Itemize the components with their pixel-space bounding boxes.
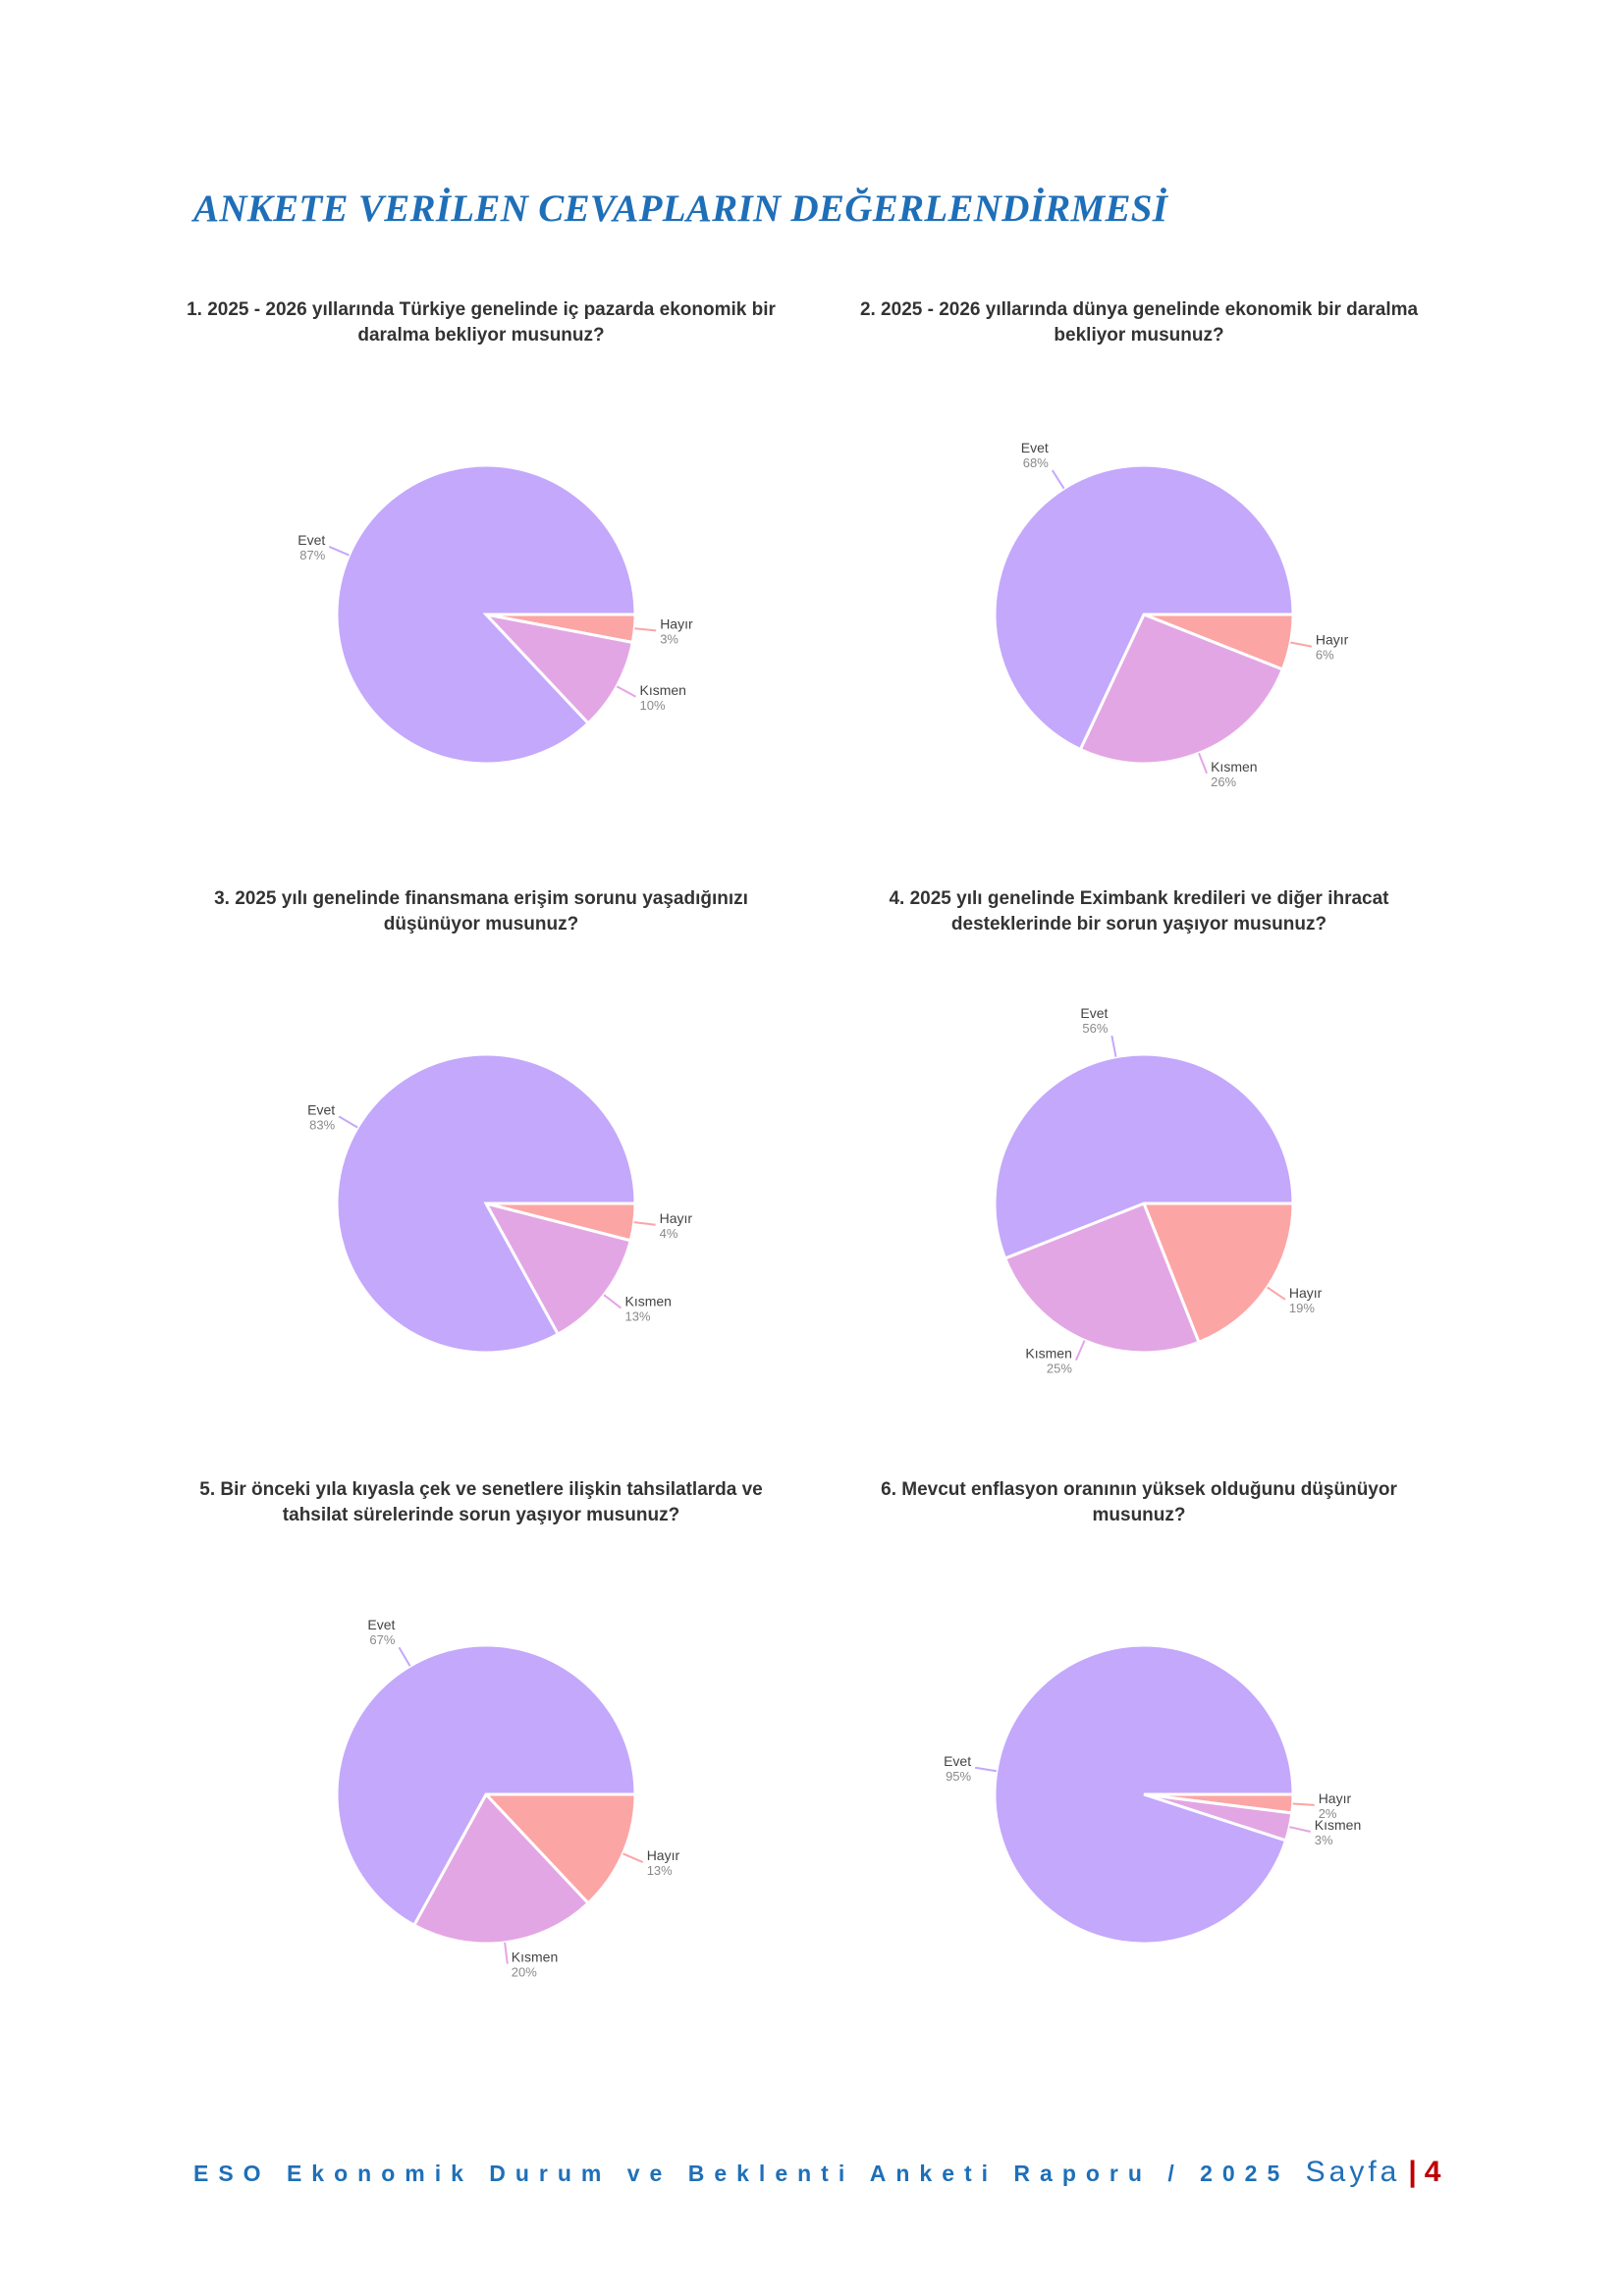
pie-chart-4: 4. 2025 yılı genelinde Eximbank krediler…	[825, 886, 1492, 1436]
pie-chart-5: 5. Bir önceki yıla kıyasla çek ve senetl…	[167, 1477, 835, 2027]
slice-percent-kismen: 26%	[1211, 774, 1236, 789]
leader-line-evet	[328, 545, 350, 557]
footer-page-label: Sayfa	[1305, 2156, 1401, 2188]
slice-label-evet: Evet	[1021, 440, 1049, 455]
leader-line-evet	[1051, 469, 1065, 490]
leader-line-hayir	[1267, 1286, 1286, 1301]
slice-label-kismen: Kısmen	[1211, 759, 1257, 774]
slice-percent-kismen: 25%	[1047, 1362, 1072, 1376]
slice-percent-kismen: 13%	[625, 1309, 651, 1324]
slice-label-kismen: Kısmen	[640, 682, 686, 698]
leader-line-evet	[398, 1646, 411, 1667]
chart-question-5: 5. Bir önceki yıla kıyasla çek ve senetl…	[199, 1479, 763, 1525]
pie-slice-kismen	[411, 1791, 591, 1946]
pie-slice-evet	[335, 1643, 637, 1928]
slice-label-hayir: Hayır	[1316, 632, 1349, 648]
page-title: ANKETE VERİLEN CEVAPLARIN DEĞERLENDİRMES…	[193, 187, 1168, 230]
slice-label-evet: Evet	[298, 532, 325, 548]
leader-line-kismen	[603, 1294, 623, 1309]
chart-question-3: 3. 2025 yılı genelinde finansmana erişim…	[214, 888, 748, 934]
slice-percent-hayir: 3%	[660, 631, 678, 646]
slice-percent-hayir: 4%	[660, 1226, 678, 1241]
leader-line-hayir	[1290, 641, 1313, 648]
slice-label-hayir: Hayır	[660, 615, 693, 631]
leader-line-hayir	[633, 1221, 656, 1226]
slice-label-hayir: Hayır	[1289, 1285, 1323, 1301]
pie-slice-evet	[335, 463, 637, 766]
footer-separator: |	[1408, 2156, 1417, 2188]
slice-percent-kismen: 10%	[640, 698, 666, 713]
pie-chart-1: 1. 2025 - 2026 yıllarında Türkiye geneli…	[167, 297, 835, 847]
chart-question-6: 6. Mevcut enflasyon oranının yüksek oldu…	[881, 1479, 1397, 1525]
leader-line-kismen	[1074, 1340, 1086, 1362]
slice-percent-kismen: 3%	[1315, 1833, 1333, 1847]
chart-question-4: 4. 2025 yılı genelinde Eximbank krediler…	[889, 888, 1389, 934]
leader-line-evet	[338, 1115, 358, 1129]
slice-label-evet: Evet	[1080, 1005, 1108, 1021]
leader-line-hayir	[623, 1852, 644, 1864]
pie-chart-3: 3. 2025 yılı genelinde finansmana erişim…	[167, 886, 835, 1436]
pie-slice-kismen	[1078, 613, 1285, 766]
pie-slice-evet	[993, 1052, 1295, 1260]
leader-line-kismen	[616, 685, 636, 698]
slice-percent-hayir: 2%	[1319, 1806, 1337, 1821]
slice-label-hayir: Hayır	[1319, 1790, 1352, 1806]
slice-percent-hayir: 19%	[1289, 1301, 1315, 1315]
slice-label-evet: Evet	[367, 1617, 395, 1632]
slice-percent-evet: 68%	[1023, 455, 1049, 470]
leader-line-evet	[974, 1766, 998, 1773]
leader-line-kismen	[1198, 752, 1209, 774]
slice-percent-evet: 56%	[1082, 1021, 1108, 1036]
slice-percent-evet: 87%	[299, 548, 325, 562]
slice-label-hayir: Hayır	[647, 1847, 680, 1863]
slice-label-kismen: Kısmen	[625, 1294, 672, 1309]
pie-chart-2: 2. 2025 - 2026 yıllarında dünya genelind…	[825, 297, 1492, 847]
pie-chart-6: 6. Mevcut enflasyon oranının yüksek oldu…	[825, 1477, 1492, 2027]
slice-percent-evet: 67%	[369, 1632, 395, 1647]
pie-slice-kismen	[483, 1201, 633, 1337]
slice-label-hayir: Hayır	[660, 1210, 693, 1226]
leader-line-hayir	[634, 627, 657, 632]
footer-report-name: ESO Ekonomik Durum ve Beklenti Anketi Ra…	[193, 2161, 1290, 2186]
slice-percent-hayir: 6%	[1316, 648, 1334, 663]
slice-percent-evet: 83%	[309, 1117, 335, 1132]
chart-question-2: 2. 2025 - 2026 yıllarında dünya genelind…	[859, 299, 1419, 346]
pie-slice-hayir	[482, 1792, 637, 1905]
slice-label-kismen: Kısmen	[1025, 1346, 1071, 1362]
slice-label-kismen: Kısmen	[1315, 1817, 1361, 1833]
slice-percent-evet: 95%	[946, 1769, 971, 1784]
footer-page-number: 4	[1424, 2156, 1441, 2188]
slice-percent-hayir: 13%	[647, 1863, 673, 1878]
page-footer: ESO Ekonomik Durum ve Beklenti Anketi Ra…	[193, 2156, 1440, 2189]
slice-label-evet: Evet	[307, 1101, 335, 1117]
leader-line-kismen	[1289, 1826, 1312, 1833]
pie-slice-evet	[993, 1643, 1295, 1946]
chart-question-1: 1. 2025 - 2026 yıllarında Türkiye geneli…	[187, 299, 776, 346]
leader-line-evet	[1110, 1035, 1117, 1057]
leader-line-hayir	[1292, 1802, 1315, 1806]
leader-line-kismen	[504, 1942, 509, 1964]
slice-percent-kismen: 20%	[512, 1965, 537, 1980]
slice-label-kismen: Kısmen	[512, 1949, 558, 1965]
slice-label-evet: Evet	[944, 1753, 971, 1769]
